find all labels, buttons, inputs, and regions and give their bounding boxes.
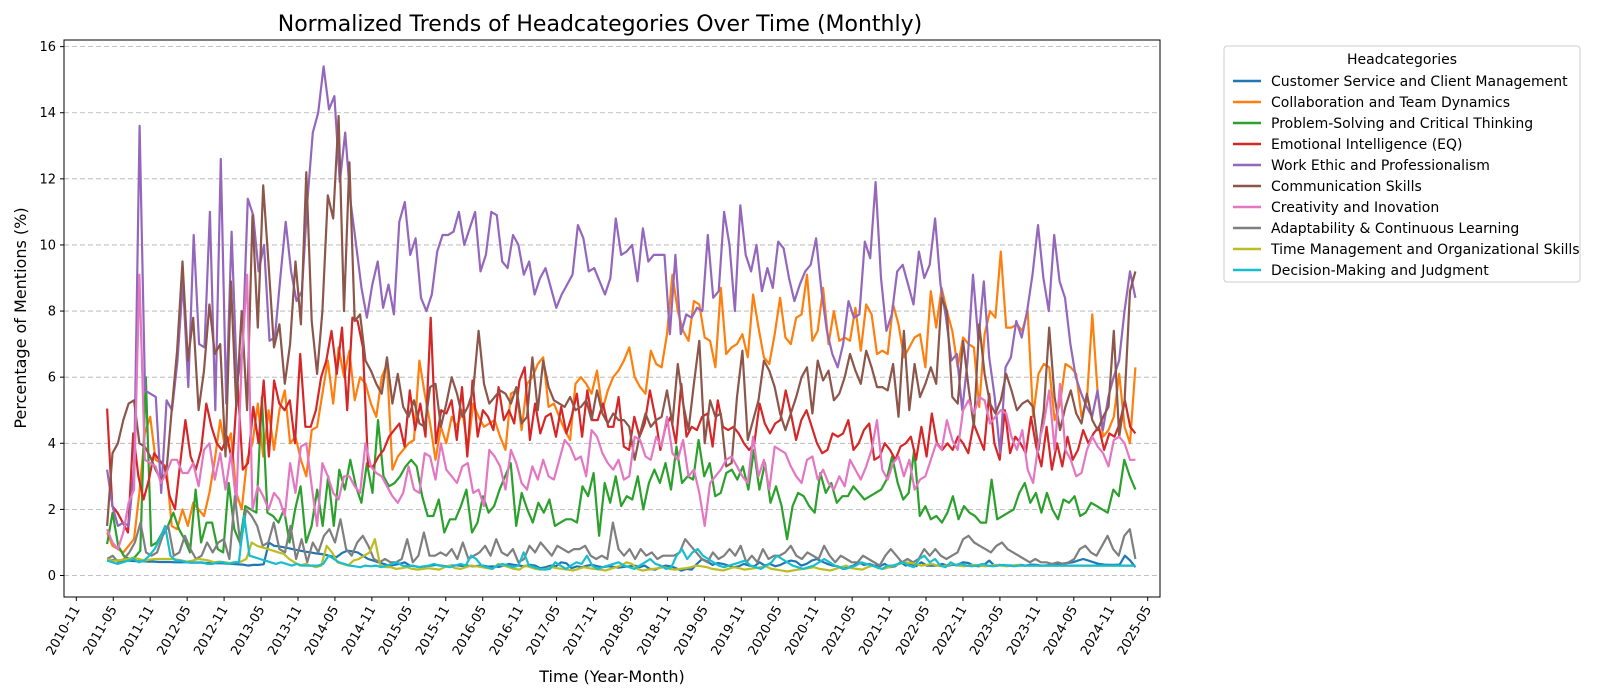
legend-frame (1223, 45, 1581, 283)
y-axis-label: Percentage of Mentions (%) (11, 207, 30, 428)
y-tick-label: 12 (39, 172, 56, 187)
y-tick-label: 2 (48, 503, 56, 518)
legend-items: Customer Service and Client Management Co… (1233, 74, 1580, 279)
series-line (106, 250, 1137, 554)
legend-label: Decision-Making and Judgment (1271, 263, 1489, 279)
series-line (106, 376, 1137, 561)
legend-label: Adaptability & Continuous Learning (1271, 221, 1519, 237)
legend: Headcategories Customer Service and Clie… (1223, 45, 1581, 283)
x-axis-label: Time (Year-Month) (538, 667, 685, 686)
legend-label: Time Management and Organizational Skill… (1270, 242, 1580, 258)
y-tick-label: 0 (48, 569, 56, 584)
series-line (106, 495, 1137, 567)
y-tick-label: 10 (39, 238, 56, 253)
chart-title: Normalized Trends of Headcategories Over… (278, 12, 922, 37)
legend-label: Emotional Intelligence (EQ) (1271, 137, 1462, 153)
series-line (106, 316, 1137, 534)
y-tick-label: 4 (48, 437, 56, 452)
legend-label: Collaboration and Team Dynamics (1271, 95, 1510, 111)
plot-area-frame (63, 39, 1161, 598)
legend-label: Problem-Solving and Critical Thinking (1271, 116, 1533, 132)
series-line (106, 273, 1136, 551)
legend-label: Creativity and Inovation (1271, 200, 1439, 216)
y-tick-label: 8 (48, 305, 56, 320)
legend-label: Work Ethic and Professionalism (1271, 158, 1490, 174)
series-layer (106, 65, 1137, 573)
y-axis: 0 2 4 6 8 10 12 14 16 (39, 40, 64, 584)
series-line (106, 65, 1137, 528)
y-tick-label: 6 (48, 371, 56, 386)
series-line (106, 514, 1136, 571)
legend-label: Communication Skills (1271, 179, 1422, 195)
series-line (106, 114, 1137, 526)
y-tick-label: 16 (39, 40, 56, 55)
y-tick-label: 14 (39, 106, 56, 121)
legend-title: Headcategories (1347, 52, 1457, 68)
legend-label: Customer Service and Client Management (1271, 74, 1568, 90)
series-line (106, 538, 1136, 573)
